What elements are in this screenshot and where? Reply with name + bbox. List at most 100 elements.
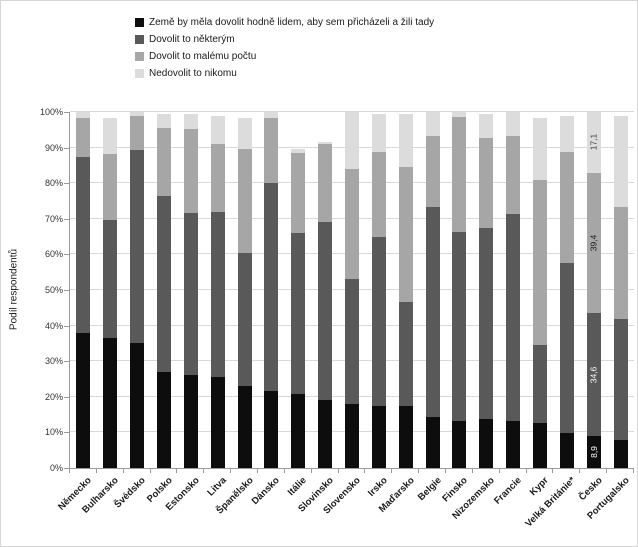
bar-value-label-Česko-s0: 8,9 bbox=[588, 446, 599, 459]
bar-segment-Bulharsko-s0 bbox=[103, 338, 118, 468]
bar-segment-Španělsko-s0 bbox=[237, 385, 252, 468]
bar-segment-Česko-s1 bbox=[586, 313, 601, 437]
bar-segment-Slovensko-s0 bbox=[345, 403, 360, 468]
bar-Španělsko bbox=[237, 118, 252, 468]
x-tick-mark bbox=[337, 469, 339, 473]
bar-segment-Finsko-s1 bbox=[452, 231, 467, 421]
bar-segment-Švédsko-s0 bbox=[130, 343, 145, 468]
bar-segment-Litva-s0 bbox=[210, 377, 225, 468]
bar-column-Portugalsko bbox=[607, 112, 634, 468]
bar-column-Francie bbox=[500, 112, 527, 468]
bar-Francie bbox=[506, 112, 521, 468]
y-tick-label-100: 100% bbox=[39, 107, 63, 117]
bar-segment-Portugalsko-s2 bbox=[613, 207, 628, 319]
x-tick-mark bbox=[471, 469, 473, 473]
bar-segment-Dánsko-s1 bbox=[264, 182, 279, 392]
bar-segment-Česko-s0 bbox=[586, 436, 601, 468]
bar-segment-Polsko-s1 bbox=[157, 196, 171, 373]
x-tick-mark bbox=[445, 469, 446, 473]
bar-segment-Polsko-s3 bbox=[157, 113, 171, 129]
y-tick-label-10: 10% bbox=[44, 427, 63, 438]
y-tick-mark bbox=[64, 468, 69, 469]
bar-segment-Francie-s1 bbox=[506, 213, 521, 422]
bar-segment-Irsko-s1 bbox=[371, 236, 386, 406]
legend-item-3: Nedovolit to nikomu bbox=[135, 65, 434, 82]
bar-segment-Německo-s2 bbox=[76, 118, 91, 157]
bar-segment-Belgie-s2 bbox=[425, 135, 440, 208]
bar-segment-Irsko-s0 bbox=[371, 405, 386, 468]
y-tick-label-60: 60% bbox=[44, 249, 63, 260]
bar-Nizozemsko bbox=[479, 114, 494, 468]
bar-segment-Belgie-s1 bbox=[425, 207, 440, 418]
x-tick-mark bbox=[122, 469, 124, 473]
legend-item-0: Země by měla dovolit hodně lidem, aby se… bbox=[135, 14, 434, 31]
bar-segment-Francie-s0 bbox=[506, 421, 521, 468]
y-tick-label-30: 30% bbox=[44, 356, 63, 367]
gridline-100 bbox=[70, 111, 634, 112]
bar-column-Estonsko bbox=[177, 112, 204, 468]
bar-segment-Slovinsko-s0 bbox=[318, 400, 333, 468]
y-tick-label-70: 70% bbox=[44, 213, 63, 224]
bar-segment-Španělsko-s3 bbox=[237, 118, 252, 150]
bar-segment-Slovinsko-s2 bbox=[318, 144, 333, 223]
y-tick-label-80: 80% bbox=[44, 178, 63, 189]
bar-segment-Itálie-s3 bbox=[291, 149, 306, 153]
bar-segment-Nizozemsko-s3 bbox=[479, 114, 494, 138]
x-tick-mark bbox=[525, 469, 527, 473]
bar-segment-Španělsko-s1 bbox=[237, 253, 252, 386]
y-tick-label-20: 20% bbox=[44, 391, 63, 402]
bar-segment-Slovensko-s2 bbox=[345, 168, 360, 279]
legend-color-swatch bbox=[135, 69, 144, 78]
legend-item-2: Dovolit to malému počtu bbox=[135, 48, 434, 65]
bar-column-Belgie bbox=[419, 112, 446, 468]
legend-color-swatch bbox=[135, 35, 144, 44]
bar-column-Slovensko bbox=[339, 112, 366, 468]
bar-segment-Slovinsko-s3 bbox=[318, 142, 333, 145]
y-tick-mark bbox=[64, 396, 69, 398]
x-tick-mark bbox=[364, 469, 366, 473]
bar-segment-Bulharsko-s2 bbox=[103, 153, 118, 220]
bar-segment-Švédsko-s1 bbox=[130, 149, 145, 344]
bar-column-Bulharsko bbox=[97, 112, 124, 468]
bar-Portugalsko bbox=[613, 115, 628, 468]
bar-segment-Estonsko-s2 bbox=[183, 129, 198, 213]
legend-label: Dovolit to malému počtu bbox=[149, 51, 257, 62]
bar-segment-Španělsko-s2 bbox=[237, 149, 252, 254]
bar-segment-Velká Británie*-s0 bbox=[559, 433, 574, 468]
bar-segment-Švédsko-s2 bbox=[130, 115, 145, 150]
bar-column-Slovinsko bbox=[312, 112, 339, 468]
bar-column-Polsko bbox=[151, 112, 178, 468]
bar-segment-Estonsko-s0 bbox=[183, 375, 198, 468]
y-tick-label-40: 40% bbox=[44, 320, 63, 331]
bar-segment-Finsko-s0 bbox=[452, 420, 467, 468]
x-tick-mark bbox=[552, 469, 554, 473]
bar-segment-Nizozemsko-s2 bbox=[479, 137, 494, 229]
y-tick-label-50: 50% bbox=[44, 285, 63, 295]
bar-Švédsko bbox=[130, 112, 145, 468]
bar-segment-Bulharsko-s1 bbox=[103, 219, 118, 339]
bar-segment-Slovensko-s1 bbox=[345, 278, 360, 404]
legend-label: Dovolit to některým bbox=[149, 34, 235, 45]
bar-value-label-Česko-s2: 39,4 bbox=[588, 234, 599, 252]
legend-color-swatch bbox=[135, 52, 144, 61]
y-tick-mark bbox=[64, 254, 69, 256]
bar-column-Švédsko bbox=[124, 112, 151, 468]
bar-segment-Portugalsko-s1 bbox=[613, 318, 628, 440]
chart-legend: Země by měla dovolit hodně lidem, aby se… bbox=[135, 14, 434, 82]
bar-column-Španělsko bbox=[231, 112, 258, 468]
bar-segment-Francie-s2 bbox=[506, 136, 521, 214]
bar-Slovinsko bbox=[318, 142, 333, 468]
bar-segment-Kypr-s1 bbox=[533, 345, 548, 424]
y-tick-mark bbox=[64, 325, 69, 327]
bar-Slovensko bbox=[345, 112, 360, 468]
bar-segment-Belgie-s0 bbox=[425, 417, 440, 468]
bar-segment-Velká Británie*-s1 bbox=[559, 263, 574, 434]
bar-segment-Finsko-s2 bbox=[452, 117, 467, 232]
bar-segment-Německo-s1 bbox=[76, 156, 91, 333]
bar-segment-Dánsko-s3 bbox=[264, 112, 279, 118]
y-tick-label-90: 90% bbox=[44, 142, 63, 153]
bar-segment-Nizozemsko-s1 bbox=[479, 228, 494, 419]
bar-column-Kypr bbox=[527, 112, 554, 468]
x-tick-mark bbox=[633, 469, 634, 473]
bar-Irsko bbox=[371, 113, 386, 468]
